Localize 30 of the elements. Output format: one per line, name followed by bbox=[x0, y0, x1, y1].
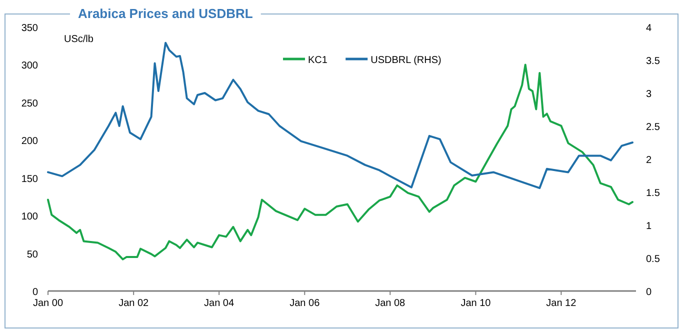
x-tick-label: Jan 00 bbox=[32, 298, 64, 309]
line-series bbox=[47, 42, 634, 190]
y2-tick-label: 0 bbox=[646, 287, 652, 298]
y-tick-label: 350 bbox=[21, 23, 38, 34]
y2-tick-label: 4 bbox=[646, 23, 652, 34]
y-tick-label: 50 bbox=[26, 249, 38, 260]
y2-tick-label: 0.5 bbox=[646, 254, 660, 265]
y2-tick-label: 2.5 bbox=[646, 122, 660, 133]
x-tick-label: Jan 02 bbox=[118, 298, 150, 309]
legend-label: USDBRL (RHS) bbox=[370, 55, 442, 66]
y-tick-label: 250 bbox=[21, 98, 38, 110]
x-tick-label: Jan 10 bbox=[460, 298, 492, 309]
x-tick-label: Jan 06 bbox=[290, 298, 320, 309]
y2-tick-label: 3.5 bbox=[646, 56, 660, 67]
x-tick-label: Jan 12 bbox=[546, 298, 577, 309]
x-tick-label: Jan 04 bbox=[204, 298, 235, 309]
y2-tick-label: 3 bbox=[646, 89, 652, 100]
chart-title: Arabica Prices and USDBRL bbox=[78, 6, 253, 21]
y-tick-label: 150 bbox=[21, 174, 38, 185]
y2-tick-label: 1 bbox=[646, 221, 652, 232]
y-tick-label: 200 bbox=[21, 136, 38, 148]
x-tick-label: Jan 08 bbox=[375, 298, 406, 309]
legend-label: KC1 bbox=[308, 55, 328, 66]
line-series bbox=[47, 64, 634, 260]
y-tick-label: 100 bbox=[21, 212, 38, 223]
y2-tick-label: 1.5 bbox=[646, 188, 660, 199]
y-axis-title: USc/lb bbox=[64, 34, 94, 45]
y-tick-label: 300 bbox=[21, 60, 38, 72]
y-tick-label: 0 bbox=[32, 287, 38, 298]
y2-tick-label: 2 bbox=[646, 155, 652, 166]
